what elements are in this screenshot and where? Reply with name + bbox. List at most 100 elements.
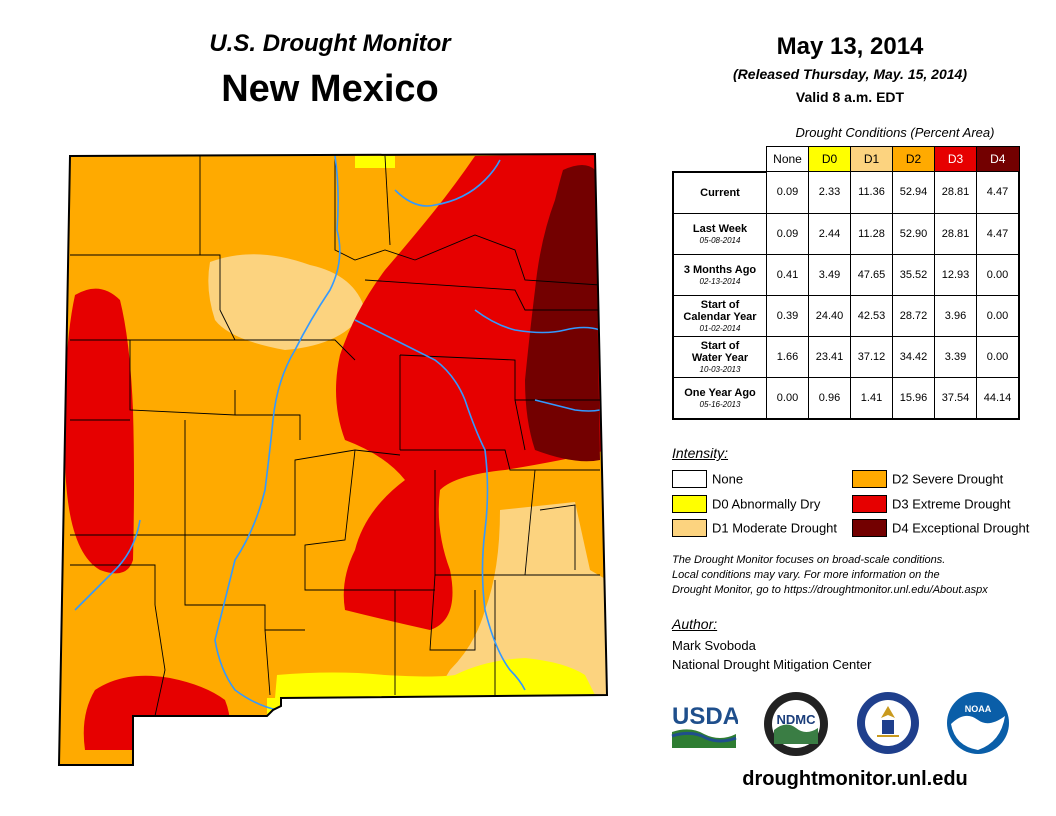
row-date: 10-03-2013 (674, 365, 766, 374)
column-header: None (767, 147, 809, 172)
table-cell: 28.72 (893, 295, 935, 336)
row-label: 3 Months Ago 02-13-2014 (673, 254, 767, 295)
table-cell: 0.00 (767, 377, 809, 419)
valid-time: Valid 8 a.m. EDT (680, 89, 1020, 105)
map-subtitle: U.S. Drought Monitor (160, 30, 500, 58)
row-date: 02-13-2014 (674, 277, 766, 286)
legend-label: D4 Exceptional Drought (892, 521, 1029, 536)
row-label: Start of Water Year 10-03-2013 (673, 336, 767, 377)
table-cell: 44.14 (977, 377, 1020, 419)
legend-item-d2: D2 Severe Drought (852, 470, 1003, 488)
author-name: Mark Svoboda (672, 638, 756, 653)
row-date: 01-02-2014 (674, 324, 766, 333)
noaa-logo-text: NOAA (965, 704, 992, 714)
table-cell: 34.42 (893, 336, 935, 377)
legend-heading: Intensity: (672, 445, 728, 461)
author-heading: Author: (672, 616, 717, 632)
legend-swatch (672, 470, 707, 488)
table-cell: 0.39 (767, 295, 809, 336)
release-date: (Released Thursday, May. 15, 2014) (680, 66, 1020, 82)
table-cell: 37.12 (851, 336, 893, 377)
note-line: The Drought Monitor focuses on broad-sca… (672, 553, 1042, 568)
table-cell: 2.33 (809, 172, 851, 214)
ndmc-logo: NDMC (762, 690, 830, 758)
row-label-text: Current (700, 187, 740, 199)
column-header: D3 (935, 147, 977, 172)
table-cell: 37.54 (935, 377, 977, 419)
table-row: Start of Calendar Year 01-02-2014 0.39 24.… (673, 295, 1019, 336)
map-date: May 13, 2014 (700, 33, 1000, 61)
note-line: Local conditions may vary. For more info… (672, 568, 1042, 583)
table-row: Current 0.09 2.33 11.36 52.94 28.81 4.47 (673, 172, 1019, 214)
table-cell: 1.66 (767, 336, 809, 377)
table-cell: 28.81 (935, 172, 977, 214)
row-date: 05-16-2013 (674, 400, 766, 409)
table-cell: 3.96 (935, 295, 977, 336)
table-cell: 52.90 (893, 213, 935, 254)
row-label-text: One Year Ago (684, 387, 756, 399)
legend-item-d4: D4 Exceptional Drought (852, 519, 1029, 537)
table-cell: 4.47 (977, 213, 1020, 254)
table-cell: 42.53 (851, 295, 893, 336)
table-corner (673, 147, 767, 172)
column-header: D1 (851, 147, 893, 172)
table-cell: 0.09 (767, 213, 809, 254)
legend-label: D3 Extreme Drought (892, 497, 1011, 512)
table-cell: 1.41 (851, 377, 893, 419)
d3-area-west (65, 289, 134, 574)
table-row: Start of Water Year 10-03-2013 1.66 23.41 … (673, 336, 1019, 377)
table-cell: 11.28 (851, 213, 893, 254)
ndmc-logo-text: NDMC (777, 712, 817, 727)
legend-label: None (712, 472, 743, 487)
table-header-row: None D0 D1 D2 D3 D4 (673, 147, 1019, 172)
table-row: 3 Months Ago 02-13-2014 0.41 3.49 47.65 3… (673, 254, 1019, 295)
row-label: Start of Calendar Year 01-02-2014 (673, 295, 767, 336)
column-header: D2 (893, 147, 935, 172)
noaa-logo: NOAA (945, 690, 1011, 756)
table-cell: 0.00 (977, 336, 1020, 377)
legend-item-d1: D1 Moderate Drought (672, 519, 837, 537)
usda-logo-hills (672, 729, 736, 748)
usda-logo-text: USDA (672, 703, 738, 730)
table-cell: 15.96 (893, 377, 935, 419)
legend-label: D2 Severe Drought (892, 472, 1003, 487)
table-cell: 0.41 (767, 254, 809, 295)
table-cell: 35.52 (893, 254, 935, 295)
row-label-text: Start of Calendar Year (683, 299, 756, 323)
shield-icon (882, 720, 894, 734)
legend-swatch (672, 519, 707, 537)
usda-logo: USDA (670, 700, 738, 750)
table-cell: 2.44 (809, 213, 851, 254)
d0-area-north (355, 156, 395, 168)
column-header: D0 (809, 147, 851, 172)
table-cell: 47.65 (851, 254, 893, 295)
legend-swatch (672, 495, 707, 513)
table-cell: 24.40 (809, 295, 851, 336)
table-cell: 0.00 (977, 295, 1020, 336)
author-organization: National Drought Mitigation Center (672, 657, 871, 672)
legend-swatch (852, 470, 887, 488)
commerce-seal-logo (855, 690, 921, 756)
disclaimer-note: The Drought Monitor focuses on broad-sca… (672, 553, 1042, 598)
row-label: Last Week 05-08-2014 (673, 213, 767, 254)
table-cell: 0.96 (809, 377, 851, 419)
note-line: Drought Monitor, go to https://droughtmo… (672, 583, 1042, 598)
legend-label: D1 Moderate Drought (712, 521, 837, 536)
drought-conditions-table: None D0 D1 D2 D3 D4 Current 0.09 2.33 11… (672, 146, 1020, 420)
table-cell: 12.93 (935, 254, 977, 295)
row-label-text: 3 Months Ago (684, 264, 756, 276)
table-cell: 3.49 (809, 254, 851, 295)
table-caption: Drought Conditions (Percent Area) (760, 125, 1030, 140)
table-cell: 28.81 (935, 213, 977, 254)
table-row: One Year Ago 05-16-2013 0.00 0.96 1.41 15… (673, 377, 1019, 419)
table-cell: 0.09 (767, 172, 809, 214)
table-cell: 3.39 (935, 336, 977, 377)
drought-map (55, 150, 615, 775)
row-date: 05-08-2014 (674, 236, 766, 245)
column-header: D4 (977, 147, 1020, 172)
row-label: Current (673, 172, 767, 214)
website-url[interactable]: droughtmonitor.unl.edu (700, 768, 1010, 791)
legend-item-none: None (672, 470, 743, 488)
table-cell: 52.94 (893, 172, 935, 214)
table-cell: 11.36 (851, 172, 893, 214)
